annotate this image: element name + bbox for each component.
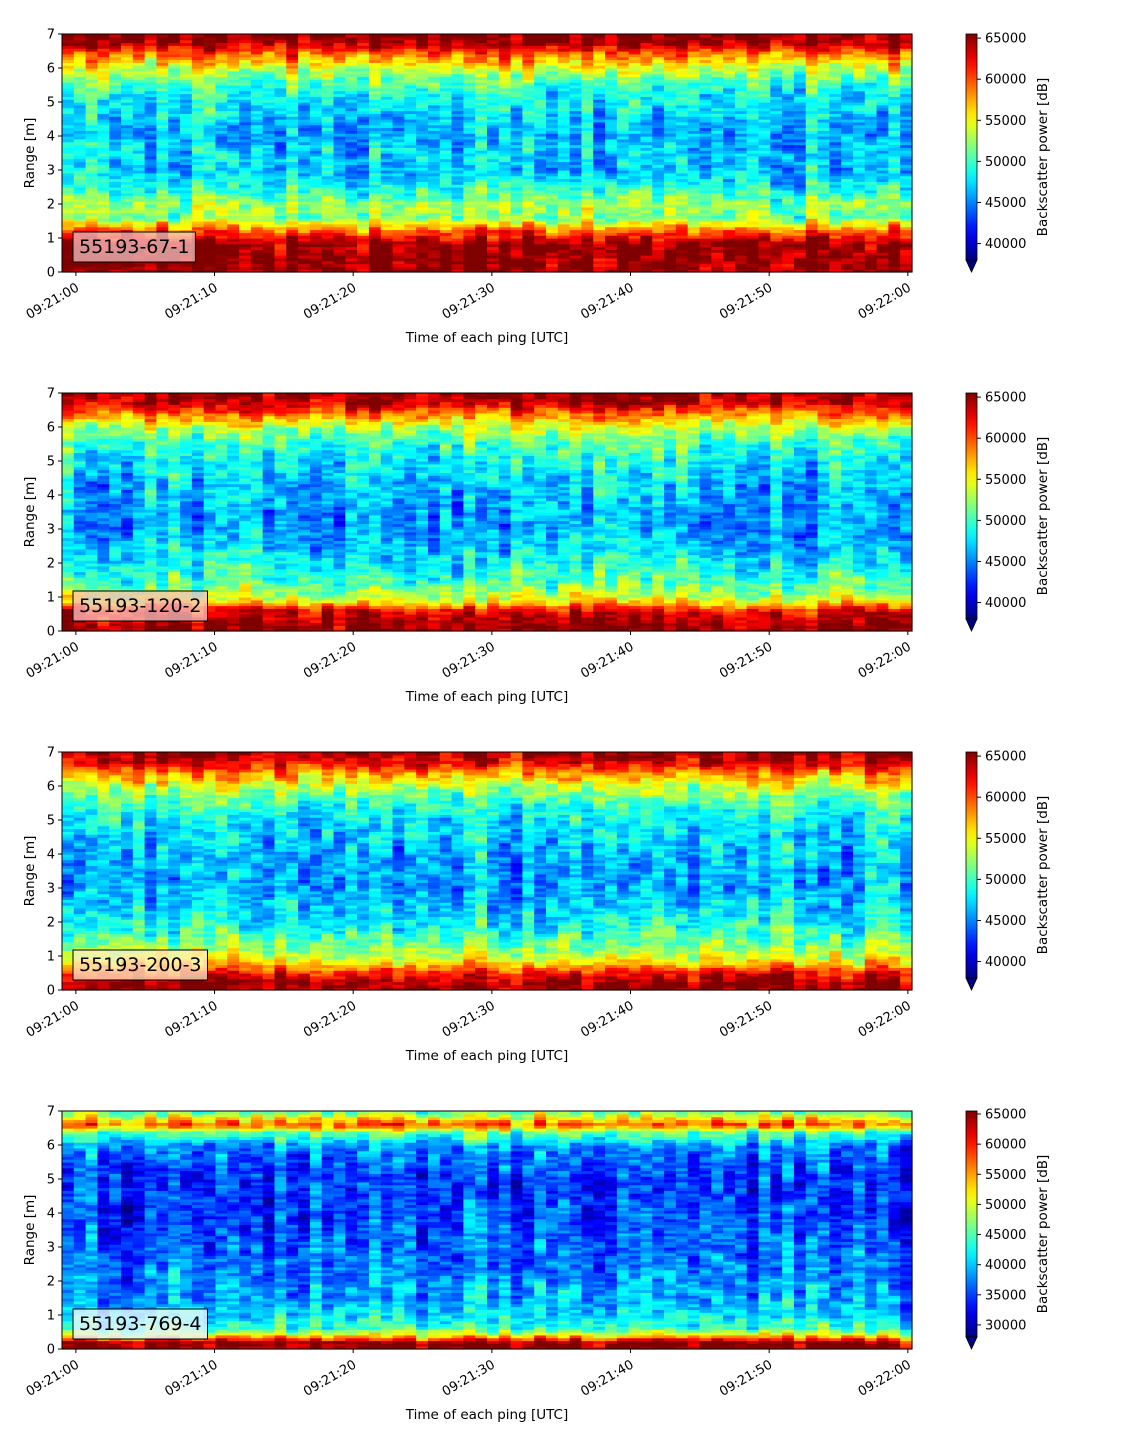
heatmap-cell [570, 34, 582, 37]
heatmap-cell [546, 34, 558, 37]
heatmap-cell [416, 34, 428, 37]
heatmap-cell [298, 34, 310, 37]
heatmap-cell [86, 34, 98, 37]
heatmap-cell [239, 34, 251, 37]
heatmap-cell [747, 34, 759, 37]
heatmap-cell [617, 34, 629, 37]
heatmap-cell [227, 34, 239, 37]
heatmap-cell [452, 34, 464, 37]
heatmap-cell [263, 34, 275, 37]
heatmap-cell [593, 34, 605, 37]
heatmap-cell [74, 34, 86, 37]
heatmap-cell [345, 34, 357, 37]
heatmap-cell [487, 34, 499, 37]
heatmap-cell [275, 34, 287, 37]
heatmap-cell [475, 34, 487, 37]
heatmap-cell [97, 34, 109, 37]
heatmap-cell [428, 34, 440, 37]
heatmap-cell [192, 34, 204, 37]
heatmap-cell [156, 34, 168, 37]
heatmap-cell [404, 34, 416, 37]
heatmap-cell [322, 34, 334, 37]
heatmap-cell [735, 34, 747, 37]
heatmap-cell [723, 34, 735, 37]
heatmap-cell [640, 34, 652, 37]
heatmap-cell [534, 34, 546, 37]
heatmap-cell [700, 34, 712, 37]
heatmap-cell [168, 34, 180, 37]
heatmap-cell [381, 34, 393, 37]
heatmap-cell [310, 34, 322, 37]
heatmap-cell [664, 34, 676, 37]
heatmap-cell [440, 34, 452, 37]
heatmap-cell [463, 34, 475, 37]
heatmap-cell [215, 34, 227, 37]
heatmap-cell [688, 34, 700, 37]
heatmap-cell [558, 34, 570, 37]
heatmap-cell [109, 34, 121, 37]
heatmap-cell [334, 34, 346, 37]
heatmap-cell [652, 34, 664, 37]
heatmap-cell [605, 34, 617, 37]
heatmap-cell [511, 34, 523, 37]
heatmap-cell [522, 34, 534, 37]
heatmap-cell [121, 34, 133, 37]
heatmap-cell [499, 34, 511, 37]
heatmap-cell [180, 34, 192, 37]
heatmap-cell [676, 34, 688, 37]
heatmap-cell [581, 34, 593, 37]
heatmap-cell [369, 34, 381, 37]
heatmap-cell [133, 34, 145, 37]
heatmap-cell [251, 34, 263, 37]
heatmap-cell [393, 34, 405, 37]
heatmap-cell [286, 34, 298, 37]
heatmap-cell [145, 34, 157, 37]
heatmap-cell [711, 34, 723, 37]
heatmap-cell [357, 34, 369, 37]
heatmap-cell [62, 34, 74, 37]
heatmap-cell [204, 34, 216, 37]
heatmap-cell [629, 34, 641, 37]
